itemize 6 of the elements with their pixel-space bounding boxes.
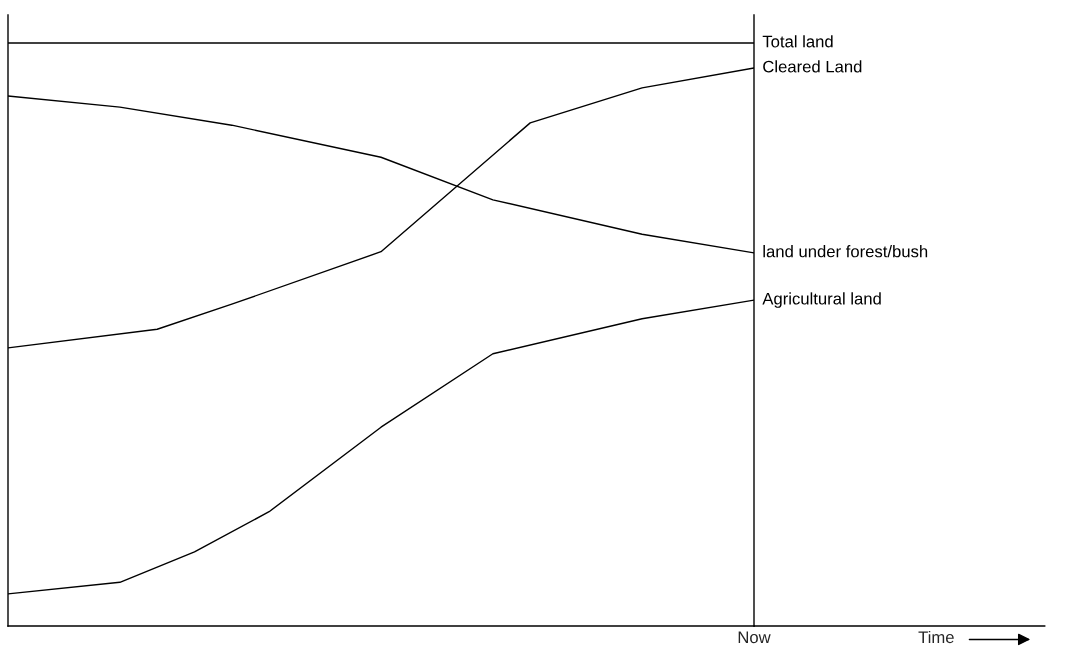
text: Now <box>738 631 771 644</box>
series-label: land under forest/bush <box>763 245 928 258</box>
series-label: Agricultural land <box>762 292 881 308</box>
text: Time <box>918 630 954 644</box>
series-label: Cleared Land <box>763 60 862 73</box>
series-label: Total land <box>762 35 833 48</box>
